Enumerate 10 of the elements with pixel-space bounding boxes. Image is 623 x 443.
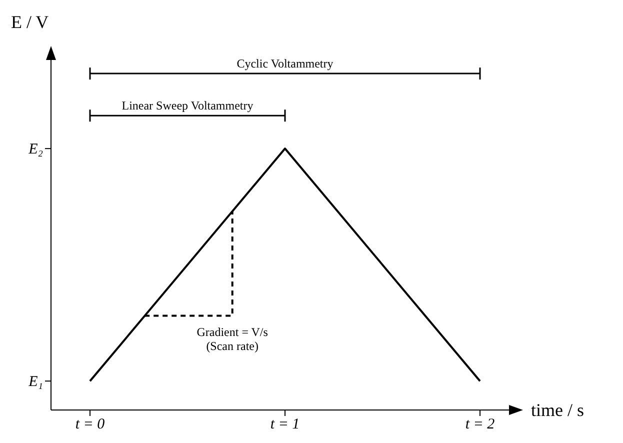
annotation: Gradient = V/s (Scan rate) [196, 324, 268, 353]
text: E₁ [28, 374, 43, 390]
series-label: Linear Sweep Voltammetry [122, 98, 254, 113]
text: E₂ [28, 142, 43, 158]
series-label: Cyclic Voltammetry [236, 56, 334, 71]
x-tick-label: t = 0 [75, 416, 106, 433]
x-axis-title: time / s [531, 400, 584, 420]
x-tick-label: t = 1 [270, 416, 300, 433]
y-axis-title: E / V [11, 12, 49, 32]
x-tick-label: t = 2 [465, 416, 496, 433]
